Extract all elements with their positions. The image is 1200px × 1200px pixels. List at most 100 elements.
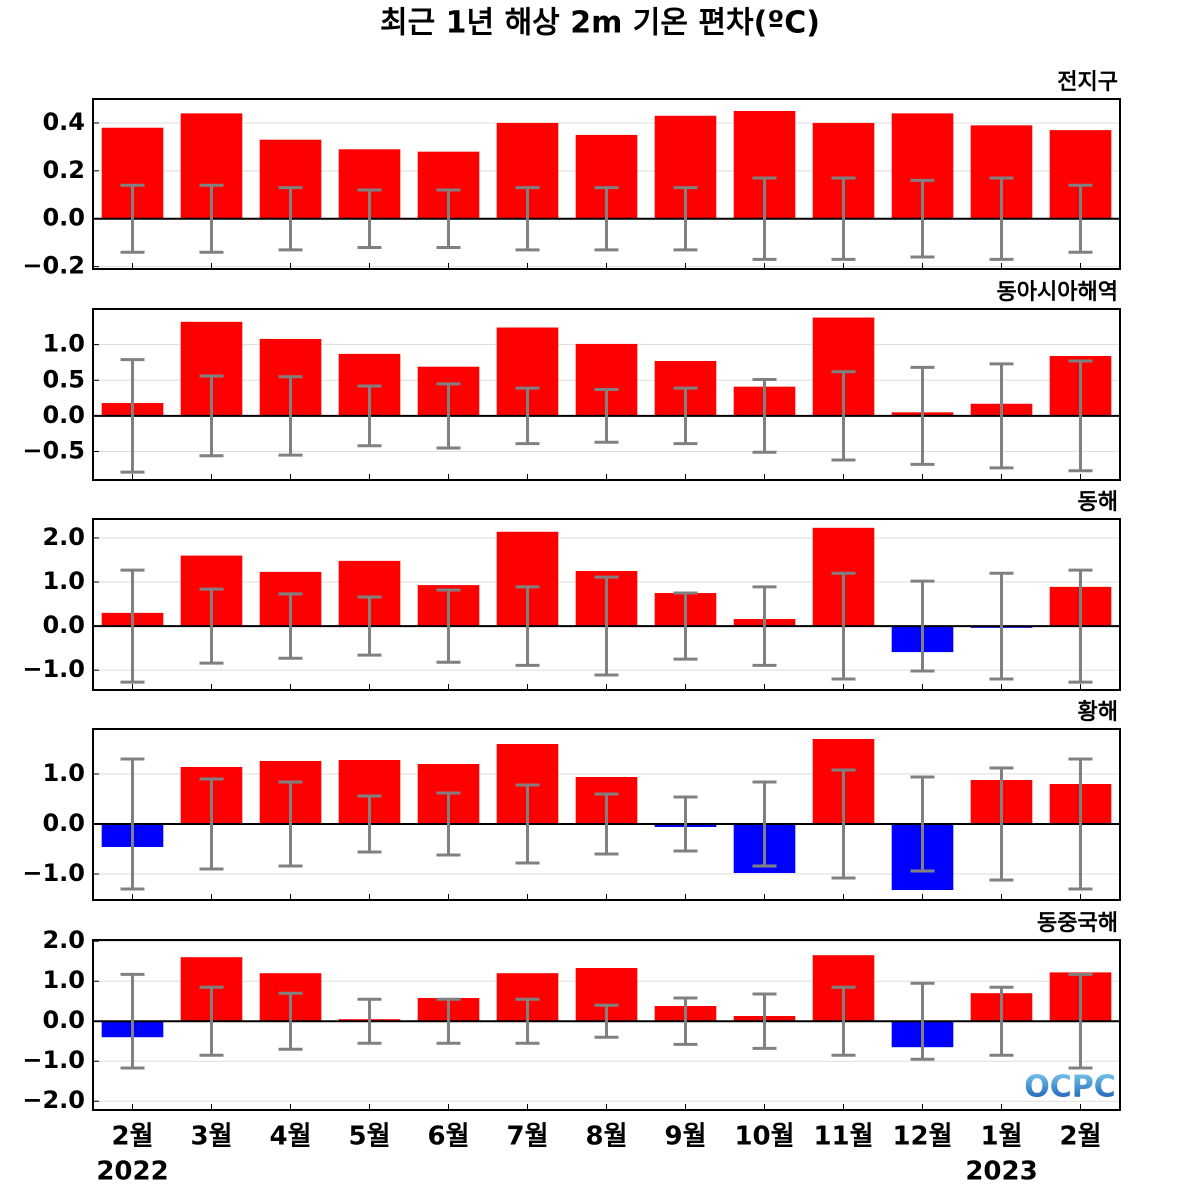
error-bar — [673, 591, 698, 661]
error-bar — [278, 186, 303, 252]
y-tick-label: 1.0 — [42, 759, 85, 787]
y-tick-label: 1.0 — [42, 330, 85, 358]
error-bar — [989, 985, 1014, 1057]
x-tick-label: 1월 — [980, 1122, 1022, 1152]
x-tick-label: 2월 — [1059, 1122, 1101, 1152]
error-bar — [673, 186, 698, 252]
y-tick-label: 0.4 — [42, 108, 85, 136]
error-bar — [1068, 359, 1093, 473]
error-bar — [120, 358, 145, 474]
x-tick-label: 12월 — [892, 1122, 952, 1152]
y-tick-label: 1.0 — [42, 567, 85, 595]
error-bar — [436, 188, 461, 249]
y-tick-label: −1.0 — [22, 655, 85, 683]
error-bar — [199, 777, 224, 871]
y-tick-label: −0.2 — [22, 252, 85, 280]
y-tick-label: 0.2 — [42, 156, 85, 184]
error-bar — [278, 991, 303, 1051]
x-tick-label: 9월 — [664, 1122, 706, 1152]
y-tick-label: 0.0 — [42, 204, 85, 232]
error-bar — [436, 997, 461, 1045]
error-bar — [910, 775, 935, 873]
x-tick-label: 10월 — [734, 1122, 794, 1152]
y-tick-label: 0.0 — [42, 401, 85, 429]
error-bar — [831, 370, 856, 462]
error-bar — [515, 186, 540, 252]
plot-frame — [92, 98, 1121, 270]
x-tick-label: 2월 — [111, 1122, 153, 1152]
error-bar — [594, 388, 619, 444]
error-bar — [1068, 972, 1093, 1070]
plot-frame — [92, 728, 1121, 901]
error-bar — [989, 571, 1014, 681]
error-bar — [752, 585, 777, 667]
y-tick-label: 0.0 — [42, 809, 85, 837]
error-bar — [199, 587, 224, 665]
error-bar — [199, 183, 224, 254]
error-bar — [910, 365, 935, 466]
year-label: 2023 — [965, 1157, 1037, 1187]
error-bar — [357, 384, 382, 448]
error-bar — [831, 176, 856, 261]
y-tick-label: 0.0 — [42, 611, 85, 639]
error-bar — [515, 386, 540, 446]
panel-title: 동아시아해역 — [997, 280, 1118, 305]
error-bar — [831, 985, 856, 1057]
error-bar — [120, 972, 145, 1070]
error-bar — [673, 386, 698, 446]
error-bar — [594, 1003, 619, 1039]
year-label: 2022 — [96, 1157, 168, 1187]
panel-title: 전지구 — [1057, 70, 1118, 95]
y-tick-label: 1.0 — [42, 966, 85, 994]
error-bar — [357, 188, 382, 249]
y-tick-label: −2.0 — [22, 1086, 85, 1114]
error-bar — [515, 783, 540, 865]
error-bar — [278, 592, 303, 660]
error-bar — [1068, 568, 1093, 684]
y-tick-label: 0.5 — [42, 365, 85, 393]
error-bar — [199, 985, 224, 1057]
error-bar — [910, 981, 935, 1061]
error-bar — [752, 992, 777, 1050]
panel-title: 동중국해 — [1037, 911, 1118, 936]
error-bar — [752, 176, 777, 261]
y-tick-label: −1.0 — [22, 1046, 85, 1074]
error-bar — [673, 996, 698, 1046]
error-bar — [357, 794, 382, 854]
error-bar — [673, 795, 698, 853]
x-tick-label: 4월 — [269, 1122, 311, 1152]
error-bar — [436, 588, 461, 664]
error-bar — [910, 178, 935, 259]
panel-title: 동해 — [1078, 490, 1118, 515]
error-bar — [910, 579, 935, 673]
chart-title: 최근 1년 해상 2m 기온 편차(ºC) — [380, 6, 820, 41]
error-bar — [831, 571, 856, 681]
error-bar — [357, 997, 382, 1045]
error-bar — [278, 780, 303, 868]
error-bar — [120, 757, 145, 891]
error-bar — [278, 375, 303, 457]
error-bar — [594, 575, 619, 677]
y-tick-label: −0.5 — [22, 437, 85, 465]
x-tick-label: 11월 — [813, 1122, 873, 1152]
error-bar — [1068, 757, 1093, 891]
error-bar — [989, 176, 1014, 261]
panel-title: 황해 — [1078, 700, 1118, 725]
error-bar — [989, 766, 1014, 882]
logo: OCPC — [1024, 1070, 1116, 1105]
plot-frame — [92, 308, 1121, 481]
y-tick-label: 0.0 — [42, 1006, 85, 1034]
error-bar — [1068, 183, 1093, 254]
y-tick-label: 2.0 — [42, 523, 85, 551]
error-bar — [515, 585, 540, 667]
error-bar — [831, 768, 856, 880]
y-tick-label: −1.0 — [22, 859, 85, 887]
x-tick-label: 8월 — [585, 1122, 627, 1152]
error-bar — [357, 595, 382, 657]
y-tick-label: 2.0 — [42, 926, 85, 954]
error-bar — [199, 374, 224, 458]
x-tick-label: 5월 — [348, 1122, 390, 1152]
error-bar — [436, 382, 461, 450]
x-tick-label: 6월 — [427, 1122, 469, 1152]
